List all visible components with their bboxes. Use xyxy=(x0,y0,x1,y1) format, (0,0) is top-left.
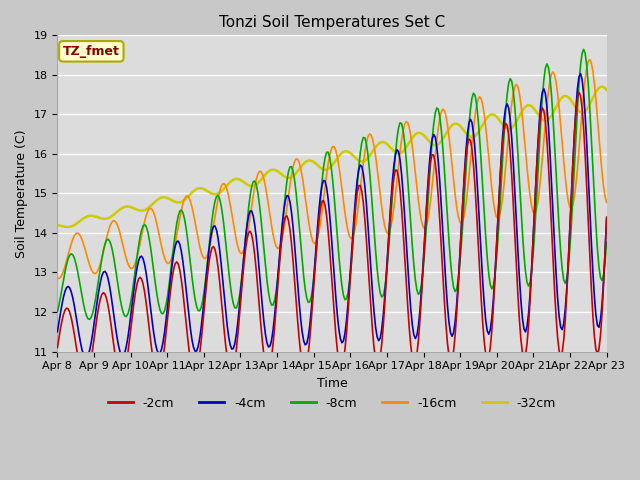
Text: TZ_fmet: TZ_fmet xyxy=(63,45,120,58)
X-axis label: Time: Time xyxy=(317,377,348,390)
Title: Tonzi Soil Temperatures Set C: Tonzi Soil Temperatures Set C xyxy=(219,15,445,30)
Y-axis label: Soil Temperature (C): Soil Temperature (C) xyxy=(15,129,28,258)
Legend: -2cm, -4cm, -8cm, -16cm, -32cm: -2cm, -4cm, -8cm, -16cm, -32cm xyxy=(103,392,561,415)
